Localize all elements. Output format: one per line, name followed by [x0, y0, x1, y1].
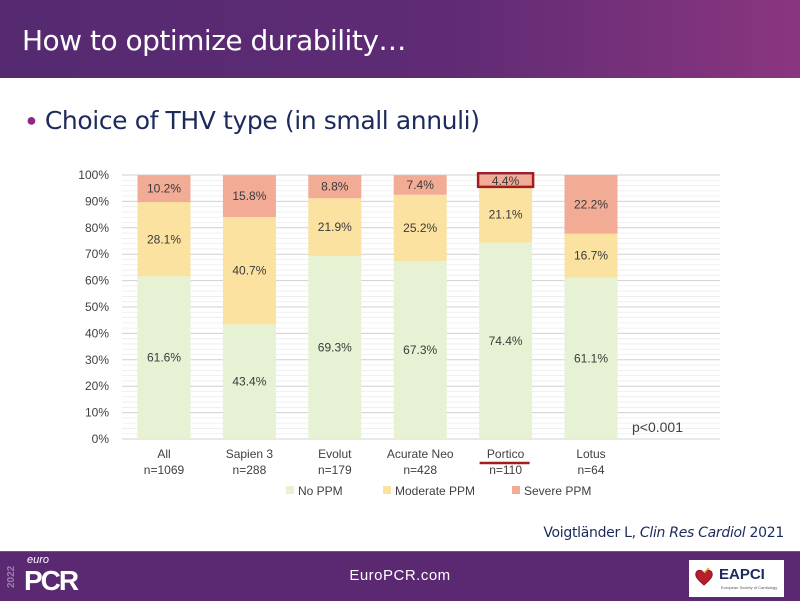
y-tick-label: 70% — [85, 247, 109, 261]
bullet-point: ● Choice of THV type (in small annuli) — [26, 106, 480, 135]
legend-label: Moderate PPM — [395, 484, 475, 498]
citation: Voigtländer L, Clin Res Cardiol 2021 — [543, 525, 784, 541]
bar-segment — [564, 277, 618, 439]
legend-swatch — [286, 486, 294, 494]
y-tick-label: 50% — [85, 300, 109, 314]
y-tick-label: 90% — [85, 194, 109, 208]
x-tick-label: Portico — [487, 447, 525, 461]
legend-swatch — [383, 486, 391, 494]
bar-segment — [393, 175, 447, 195]
bullet-icon: ● — [26, 110, 37, 130]
bar-segment — [137, 202, 191, 277]
data-label: 4.4% — [492, 174, 520, 188]
eapci-name: EAPCI — [719, 566, 765, 583]
legend-swatch — [512, 486, 520, 494]
bullet-text: Choice of THV type (in small annuli) — [44, 106, 480, 135]
bar-segment — [308, 175, 362, 199]
data-label: 7.4% — [407, 178, 435, 192]
data-label: 22.2% — [574, 197, 608, 211]
bar-segment — [564, 233, 618, 278]
data-label: 74.4% — [489, 334, 523, 348]
x-tick-n-label: n=428 — [403, 463, 437, 477]
bar-segment — [308, 256, 362, 439]
legend-label: No PPM — [298, 484, 343, 498]
data-label: 10.2% — [147, 182, 181, 196]
data-label: 21.9% — [318, 220, 352, 234]
footer-url-link[interactable]: EuroPCR.com — [349, 567, 451, 584]
y-tick-label: 0% — [92, 432, 110, 446]
bar-segment — [222, 175, 276, 217]
heart-icon — [695, 567, 713, 586]
bar-segment — [137, 276, 191, 439]
logo-euro: euro — [27, 554, 50, 566]
citation-year: 2021 — [745, 525, 785, 541]
data-label: 40.7% — [232, 264, 266, 278]
slide-title: How to optimize durability… — [22, 24, 406, 57]
bar-segment — [393, 194, 447, 262]
bar-segment — [308, 198, 362, 257]
p-value-annotation: p<0.001 — [632, 419, 683, 435]
data-label: 67.3% — [403, 343, 437, 357]
eapci-logo[interactable]: EAPCI European Society of Cardiology — [689, 560, 784, 597]
data-label: 21.1% — [489, 208, 523, 222]
bar-segment — [564, 175, 618, 234]
highlight-box — [476, 172, 535, 189]
x-tick-label: Evolut — [318, 447, 352, 461]
x-tick-label: Lotus — [576, 447, 605, 461]
x-tick-n-label: n=179 — [318, 463, 352, 477]
y-tick-label: 30% — [85, 353, 109, 367]
data-label: 43.4% — [232, 375, 266, 389]
data-label: 28.1% — [147, 232, 181, 246]
bar-segment — [222, 324, 276, 439]
bar-segment — [393, 261, 447, 439]
x-tick-label: Acurate Neo — [387, 447, 454, 461]
data-label: 8.8% — [321, 180, 349, 194]
bar-segment — [222, 216, 276, 325]
citation-journal: Clin Res Cardiol — [639, 525, 746, 541]
citation-author: Voigtländer L, — [543, 525, 640, 541]
x-tick-n-label: n=288 — [233, 463, 267, 477]
data-label: 61.1% — [574, 351, 608, 365]
data-label: 69.3% — [318, 341, 352, 355]
data-label: 61.6% — [147, 351, 181, 365]
y-tick-label: 80% — [85, 221, 109, 235]
x-tick-label: Sapien 3 — [226, 447, 274, 461]
x-tick-n-label: n=110 — [489, 463, 522, 477]
footer-bar: 2022 euro PCR EuroPCR.com EAPCI European… — [0, 551, 800, 601]
x-tick-n-label: n=1069 — [144, 463, 185, 477]
x-tick-n-label: n=64 — [577, 463, 604, 477]
bar-segment — [479, 175, 533, 187]
y-tick-label: 40% — [85, 326, 109, 340]
logo-pcr: PCR — [24, 565, 79, 596]
slide-header: How to optimize durability… — [0, 0, 800, 78]
bar-segment — [479, 186, 533, 243]
y-tick-label: 60% — [85, 274, 109, 288]
stacked-bar-chart: 0% 10% 20% 30% 40% 50% 60% 70% 80% 90% 100% 61.6% 28… — [78, 168, 720, 498]
bar-segment — [479, 242, 533, 439]
y-tick-label: 100% — [78, 168, 109, 182]
y-tick-label: 10% — [85, 406, 109, 420]
eapci-subtitle: European Society of Cardiology — [721, 585, 778, 590]
y-tick-label: 20% — [85, 379, 109, 393]
bar-segment — [137, 175, 191, 203]
data-label: 15.8% — [232, 189, 266, 203]
data-label: 16.7% — [574, 249, 608, 263]
legend-label: Severe PPM — [524, 484, 591, 498]
data-label: 25.2% — [403, 221, 437, 235]
x-tick-label: All — [157, 447, 170, 461]
